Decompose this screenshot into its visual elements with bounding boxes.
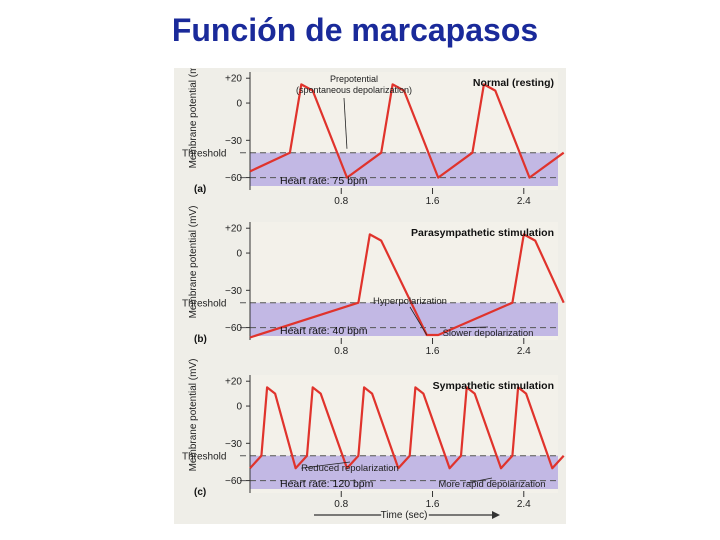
threshold-label: Threshold	[182, 299, 226, 310]
y-tick-label: +20	[225, 74, 242, 85]
annotation-text: (spontaneous depolarization)	[296, 85, 412, 95]
panel-label: (c)	[194, 487, 206, 498]
y-tick-label: −30	[225, 136, 242, 147]
panel-label: (a)	[194, 184, 206, 195]
annotation: More rapid depolarization	[438, 477, 546, 490]
y-axis-label: Membrane potential (mV)	[188, 206, 199, 319]
membrane-trace	[249, 83, 565, 179]
y-axis-label: Membrane potential (mV)	[188, 359, 199, 472]
x-tick-label: 1.6	[426, 346, 440, 357]
panel-title: Parasympathetic stimulation	[411, 227, 554, 239]
x-tick-label: 0.8	[334, 196, 348, 207]
heart-rate-label: Heart rate: 75 bpm	[280, 175, 368, 187]
panel-title: Normal (resting)	[473, 77, 554, 89]
x-tick-label: 0.8	[334, 346, 348, 357]
x-tick-label: 2.4	[517, 499, 531, 510]
x-tick-label: 1.6	[426, 196, 440, 207]
annotation-text: Prepotential	[330, 74, 378, 84]
x-axis-label: Time (sec)	[381, 510, 428, 521]
y-tick-label: 0	[236, 402, 242, 413]
y-tick-label: −30	[225, 286, 242, 297]
threshold-label: Threshold	[182, 452, 226, 463]
y-tick-label: −60	[225, 323, 242, 334]
y-tick-label: 0	[236, 249, 242, 260]
time-axis: Time (sec)	[314, 508, 500, 523]
y-tick-label: 0	[236, 99, 242, 110]
y-tick-label: +20	[225, 377, 242, 388]
threshold-band	[250, 302, 558, 336]
heart-rate-label: Heart rate: 120 bpm	[280, 478, 374, 490]
y-tick-label: −30	[225, 439, 242, 450]
heart-rate-label: Heart rate: 40 bpm	[280, 325, 368, 337]
threshold-band	[250, 152, 558, 186]
slide-title: Función de marcapasos	[171, 12, 539, 48]
membrane-trace	[249, 233, 565, 339]
annotation-text: Slower depolarization	[443, 328, 534, 339]
membrane-trace	[249, 386, 565, 470]
annotation-text: More rapid depolarization	[438, 479, 545, 490]
annotation-pointer	[466, 326, 489, 328]
annotation: Reduced repolarization	[301, 461, 399, 474]
annotation-text: Reduced repolarization	[301, 463, 399, 474]
annotation: Slower depolarization	[443, 326, 534, 339]
x-tick-label: 2.4	[517, 346, 531, 357]
annotation-pointer	[301, 461, 351, 469]
x-tick-label: 1.6	[426, 499, 440, 510]
y-tick-label: +20	[225, 224, 242, 235]
y-axis-label: Membrane potential (mV)	[188, 68, 199, 168]
x-tick-label: 0.8	[334, 499, 348, 510]
x-tick-label: 2.4	[517, 196, 531, 207]
annotation: Hyperpolarization	[373, 296, 447, 336]
y-tick-label: −60	[225, 476, 242, 487]
panel-title: Sympathetic stimulation	[433, 380, 554, 392]
annotation: Prepotential(spontaneous depolarization)	[296, 74, 412, 149]
y-tick-label: −60	[225, 173, 242, 184]
annotation-pointer	[409, 306, 428, 336]
panel-label: (b)	[194, 334, 207, 345]
threshold-label: Threshold	[182, 149, 226, 160]
annotation-pointer	[466, 477, 493, 484]
annotation-text: Hyperpolarization	[373, 296, 447, 307]
annotation-pointer	[343, 97, 348, 149]
